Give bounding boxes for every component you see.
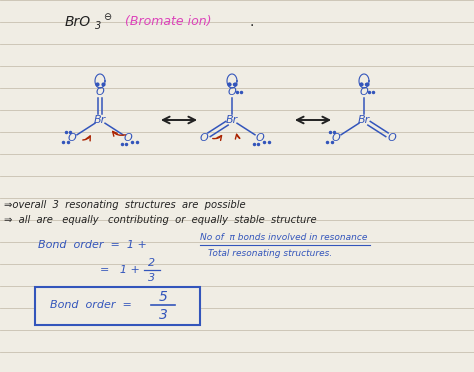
Text: ⇒  all  are   equally   contributing  or  equally  stable  structure: ⇒ all are equally contributing or equall…: [4, 215, 317, 225]
Text: O: O: [388, 133, 396, 143]
Text: Total resonating structures.: Total resonating structures.: [208, 248, 332, 257]
Text: Br: Br: [358, 115, 370, 125]
Text: 3: 3: [148, 273, 155, 283]
Text: Br: Br: [226, 115, 238, 125]
Text: BrO: BrO: [65, 15, 91, 29]
Text: O: O: [360, 87, 368, 97]
Bar: [35, 287, 200, 325]
Text: (Bromate ion): (Bromate ion): [125, 16, 211, 29]
Text: 3: 3: [159, 308, 167, 322]
Text: O: O: [68, 133, 76, 143]
Text: 3: 3: [95, 21, 101, 31]
Text: O: O: [228, 87, 237, 97]
Text: 5: 5: [159, 290, 167, 304]
Text: ⊖: ⊖: [103, 12, 111, 22]
Text: .: .: [250, 15, 255, 29]
Text: O: O: [96, 87, 104, 97]
Text: O: O: [200, 133, 209, 143]
Text: Bond  order  =  1 +: Bond order = 1 +: [38, 240, 147, 250]
Text: 2: 2: [148, 258, 155, 268]
Text: O: O: [255, 133, 264, 143]
Text: O: O: [332, 133, 340, 143]
Text: No of  π bonds involved in resonance: No of π bonds involved in resonance: [200, 234, 367, 243]
Text: =   1 +: = 1 +: [100, 265, 140, 275]
Text: ⇒overall  3  resonating  structures  are  possible: ⇒overall 3 resonating structures are pos…: [4, 200, 246, 210]
Text: O: O: [124, 133, 132, 143]
Text: Bond  order  =: Bond order =: [50, 300, 132, 310]
Text: Br: Br: [94, 115, 106, 125]
